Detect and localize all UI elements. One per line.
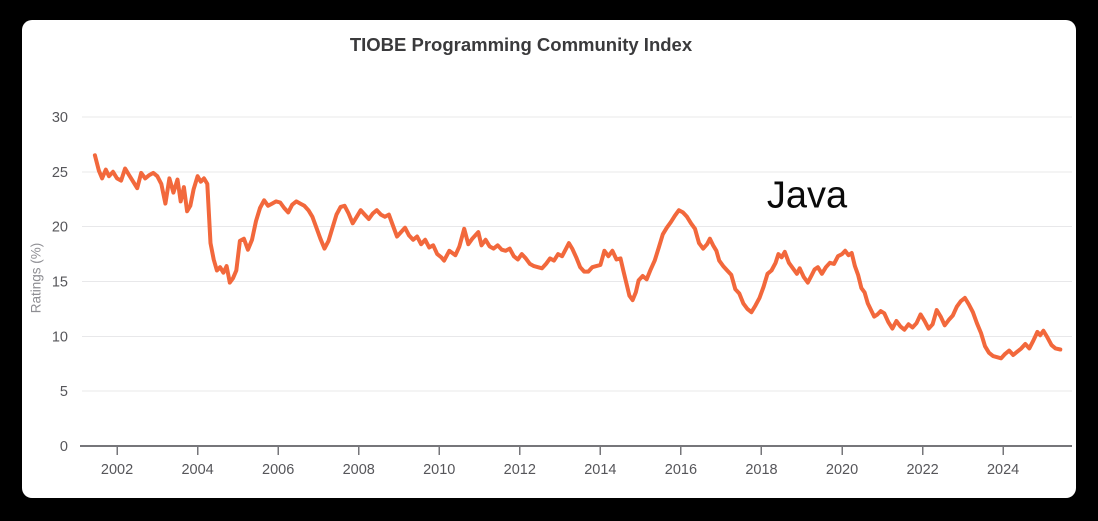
- x-tick-label: 2024: [987, 462, 1019, 478]
- chart-title: TIOBE Programming Community Index: [349, 34, 693, 55]
- x-tick-label: 2022: [906, 462, 938, 478]
- y-tick-label: 15: [52, 274, 68, 290]
- x-tick-label: 2002: [101, 462, 133, 478]
- line-chart-plot: 0 5 10 15 20 25 30 2002 2004 2006 2008 2010 2012 2014…: [52, 110, 1072, 478]
- x-tick-label: 2010: [423, 462, 455, 478]
- y-tick-label: 20: [52, 220, 68, 236]
- x-tick-label: 2008: [343, 462, 375, 478]
- chart-card: TIOBE Programming Community Index Rating…: [22, 20, 1076, 498]
- y-tick-label: 5: [60, 384, 68, 400]
- x-tick-label: 2014: [584, 462, 616, 478]
- x-tick-label: 2018: [745, 462, 777, 478]
- series-label-java: Java: [766, 174, 848, 217]
- y-tick-label: 30: [52, 110, 68, 126]
- x-tick-label: 2020: [826, 462, 858, 478]
- y-tick-label: 25: [52, 165, 68, 181]
- series-line-java: [92, 153, 1063, 361]
- x-tick-label: 2004: [181, 462, 213, 478]
- y-tick-label: 0: [60, 439, 68, 455]
- x-tick-label: 2012: [504, 462, 536, 478]
- y-tick-label: 10: [52, 329, 68, 345]
- x-tick-label: 2006: [262, 462, 294, 478]
- x-tick-label: 2016: [665, 462, 697, 478]
